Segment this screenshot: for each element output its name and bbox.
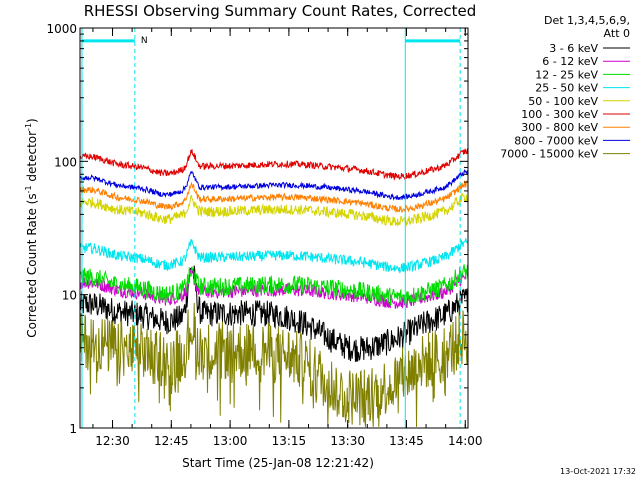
y-tick-label: 1000 [46,22,77,36]
chart-title: RHESSI Observing Summary Count Rates, Co… [84,2,477,20]
legend-entry-label: 25 - 50 keV [535,82,598,95]
y-tick-label: 100 [54,155,77,169]
x-tick-label: 13:45 [389,434,424,448]
x-tick-label: 14:00 [448,434,483,448]
series-line-6 [80,179,468,214]
series-line-7 [80,168,468,201]
legend-entry-label: 7000 - 15000 keV [500,148,598,161]
legend-entry-label: 6 - 12 keV [542,55,598,68]
legend-header-line-2: Att 0 [604,27,630,40]
x-axis: 12:30 12:45 13:00 13:15 13:30 13:45 14:00 [92,28,483,448]
x-tick-label: 12:30 [95,434,130,448]
x-tick-label: 13:00 [213,434,248,448]
legend-entry-label: 50 - 100 keV [528,95,598,108]
night-label: N [141,36,148,46]
legend-header-line-1: Det 1,3,4,5,6,9, [544,14,630,27]
series-line-3 [80,238,468,274]
plot-area: N [80,28,468,428]
timestamp: 13-Oct-2021 17:32 [560,467,636,476]
legend-entry-label: 100 - 300 keV [521,108,598,121]
series-line-5 [80,147,468,181]
legend-entry-label: 300 - 800 keV [521,121,598,134]
series-line-4 [80,191,468,227]
x-tick-label: 13:15 [272,434,307,448]
y-axis: 1 10 100 1000 [46,22,468,436]
y-tick-label: 1 [69,422,77,436]
x-tick-label: 12:45 [154,434,189,448]
legend-entry-label: 3 - 6 keV [549,42,598,55]
legend-entry-label: 800 - 7000 keV [514,134,598,147]
series-line-0 [80,265,468,362]
series-line-2 [80,264,468,306]
plot-frame [79,27,469,429]
series-line-8 [80,302,468,427]
x-tick-label: 13:30 [330,434,365,448]
y-tick-label: 10 [62,289,77,303]
x-axis-label: Start Time (25-Jan-08 12:21:42) [182,456,374,470]
legend-entry-label: 12 - 25 keV [535,68,598,81]
y-axis-label: Corrected Count Rate (s-1 detector-1) [24,118,39,337]
